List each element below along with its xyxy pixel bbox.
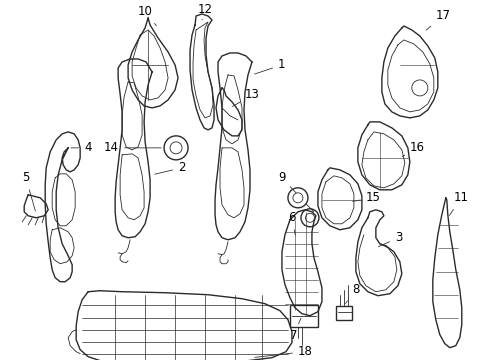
Text: 6: 6 [288,211,295,235]
Text: 11: 11 [449,191,469,216]
Text: 18: 18 [255,345,313,358]
Text: 2: 2 [155,161,186,174]
Text: 10: 10 [138,5,156,26]
Text: 12: 12 [198,4,213,20]
Text: 7: 7 [290,318,301,342]
Text: 4: 4 [71,141,92,154]
Bar [336,306,352,320]
Text: 16: 16 [402,141,425,157]
Text: 9: 9 [278,171,296,193]
Text: 15: 15 [353,191,381,204]
Text: 17: 17 [426,9,451,30]
Text: 8: 8 [345,283,359,303]
Text: 5: 5 [22,171,35,211]
Text: 1: 1 [255,58,286,74]
Text: 14: 14 [104,141,161,154]
Text: 13: 13 [232,89,260,107]
Text: 3: 3 [378,231,402,247]
